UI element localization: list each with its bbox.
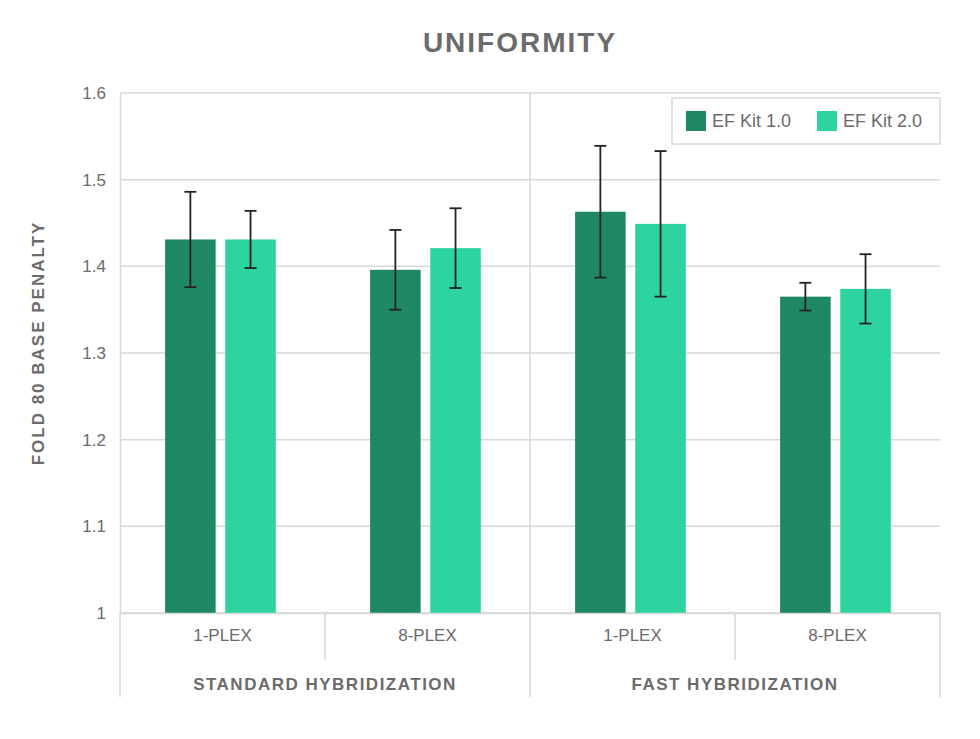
error-bar-cap bbox=[245, 267, 257, 269]
legend-label: EF Kit 1.0 bbox=[712, 111, 791, 131]
y-tick: 1.4 bbox=[82, 257, 120, 276]
bar bbox=[370, 270, 421, 613]
x-tick-label: 1-PLEX bbox=[603, 626, 662, 645]
group-label: FAST HYBRIDIZATION bbox=[631, 675, 838, 694]
plot-area bbox=[165, 146, 891, 613]
y-tick-label: 1.1 bbox=[82, 517, 106, 536]
error-bar-cap bbox=[389, 229, 401, 231]
error-bar-cap bbox=[245, 210, 257, 212]
x-tick-label: 8-PLEX bbox=[398, 626, 457, 645]
y-axis: 1 1.1 1.2 1.3 1.4 1.5 1.6 bbox=[82, 84, 120, 623]
error-bar-cap bbox=[389, 309, 401, 311]
y-tick-label: 1.6 bbox=[82, 84, 106, 103]
legend-label: EF Kit 2.0 bbox=[843, 111, 922, 131]
y-axis-title: FOLD 80 BASE PENALTY bbox=[29, 221, 48, 466]
y-tick: 1.1 bbox=[82, 517, 120, 536]
bar bbox=[225, 239, 276, 613]
y-tick-label: 1.4 bbox=[82, 257, 106, 276]
error-bar-line bbox=[250, 211, 252, 268]
x-axis: 1-PLEX 8-PLEX 1-PLEX 8-PLEX bbox=[121, 613, 941, 645]
y-tick-label: 1.3 bbox=[82, 344, 106, 363]
x-tick: 8-PLEX bbox=[808, 613, 867, 645]
error-bar-cap bbox=[860, 253, 872, 255]
category-divider bbox=[734, 613, 736, 660]
x-tick: 1-PLEX bbox=[193, 613, 252, 645]
error-bar-line bbox=[660, 151, 662, 297]
error-bar-cap bbox=[594, 145, 606, 147]
legend-swatch bbox=[686, 111, 706, 131]
error-bar-line bbox=[599, 146, 601, 278]
error-bar-cap bbox=[184, 191, 196, 193]
legend-swatch bbox=[817, 111, 837, 131]
y-tick: 1.5 bbox=[82, 171, 120, 190]
bar bbox=[430, 248, 481, 613]
error-bar bbox=[860, 254, 872, 323]
group-divider bbox=[939, 613, 941, 697]
error-bar bbox=[245, 211, 257, 268]
error-bar bbox=[594, 146, 606, 278]
error-bar-cap bbox=[655, 296, 667, 298]
legend: EF Kit 1.0 EF Kit 2.0 bbox=[672, 98, 940, 144]
error-bar-line bbox=[189, 192, 191, 287]
series bbox=[165, 146, 831, 613]
x-tick: 1-PLEX bbox=[603, 613, 662, 645]
group-label: STANDARD HYBRIDIZATION bbox=[193, 675, 457, 694]
error-bar-line bbox=[455, 208, 457, 288]
legend-item: EF Kit 2.0 bbox=[817, 111, 922, 131]
y-tick-label: 1 bbox=[97, 604, 106, 623]
error-bar-cap bbox=[655, 150, 667, 152]
error-bar bbox=[450, 208, 462, 288]
error-bar bbox=[655, 151, 667, 297]
legend-frame bbox=[672, 98, 940, 144]
error-bar-line bbox=[865, 254, 867, 323]
legend-item: EF Kit 1.0 bbox=[686, 111, 791, 131]
error-bar-cap bbox=[594, 277, 606, 279]
group-divider bbox=[119, 613, 121, 697]
error-bar-cap bbox=[450, 207, 462, 209]
bar bbox=[780, 297, 831, 613]
y-tick-label: 1.5 bbox=[82, 171, 106, 190]
bar bbox=[165, 239, 216, 613]
error-bar-cap bbox=[450, 287, 462, 289]
group-labels: STANDARD HYBRIDIZATION FAST HYBRIDIZATION bbox=[193, 675, 838, 694]
group-divider bbox=[529, 93, 531, 697]
error-bar-cap bbox=[860, 323, 872, 325]
bar bbox=[840, 289, 891, 613]
y-tick: 1.6 bbox=[82, 84, 120, 103]
title: UNIFORMITY bbox=[423, 27, 617, 58]
error-bar-line bbox=[394, 230, 396, 310]
error-bar-line bbox=[804, 283, 806, 311]
error-bar bbox=[799, 283, 811, 311]
x-tick: 8-PLEX bbox=[398, 613, 457, 645]
y-tick: 1.3 bbox=[82, 344, 120, 363]
y-tick-label: 1.2 bbox=[82, 431, 106, 450]
error-bar bbox=[184, 192, 196, 287]
category-divider bbox=[324, 613, 326, 660]
error-bar-cap bbox=[184, 286, 196, 288]
x-tick-label: 1-PLEX bbox=[193, 626, 252, 645]
x-tick-label: 8-PLEX bbox=[808, 626, 867, 645]
error-bar-cap bbox=[799, 282, 811, 284]
y-tick: 1.2 bbox=[82, 431, 120, 450]
x-axis-line bbox=[121, 613, 941, 615]
chart: UNIFORMITY 1 1.1 1.2 1.3 1.4 1.5 1.6 FOLD 80 BAS… bbox=[0, 0, 980, 739]
error-bar bbox=[389, 230, 401, 310]
y-axis-line bbox=[120, 94, 122, 614]
category-dividers bbox=[120, 93, 940, 697]
y-tick: 1 bbox=[97, 604, 120, 623]
error-bar-cap bbox=[799, 310, 811, 312]
series bbox=[225, 151, 891, 613]
